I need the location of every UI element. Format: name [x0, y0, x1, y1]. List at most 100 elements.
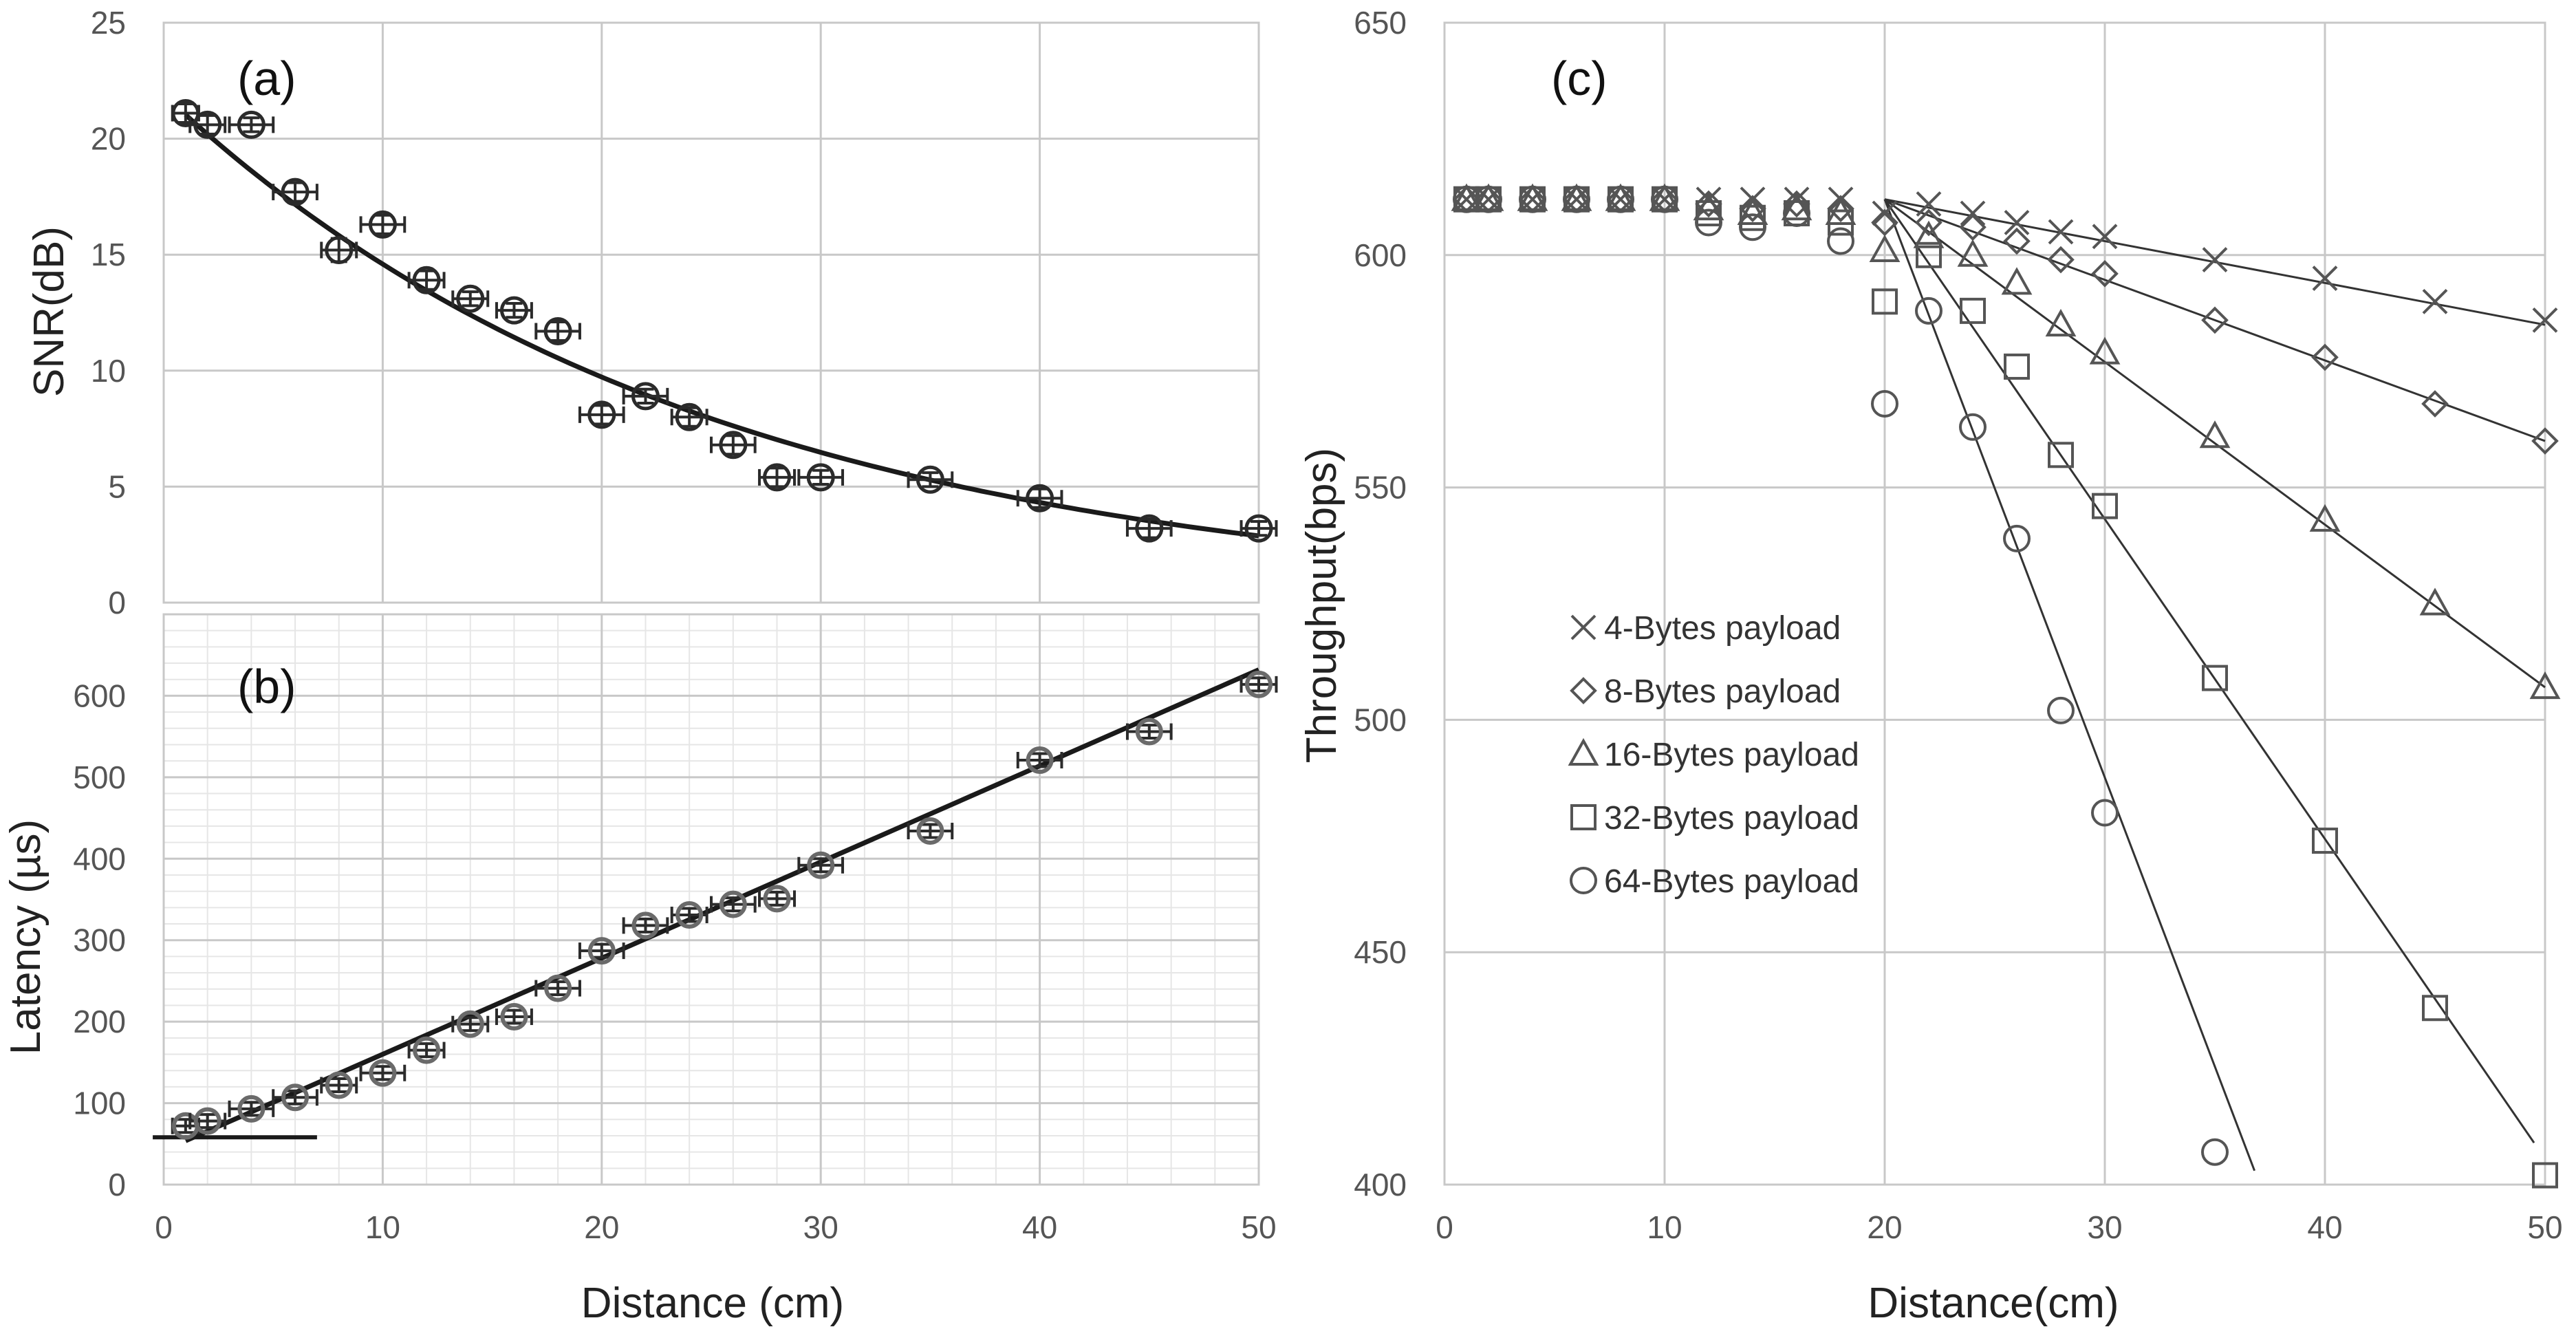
panel-a-frame [162, 21, 1260, 604]
panel-a-errorbar [622, 387, 669, 405]
panel-a-errorbar [907, 471, 954, 488]
panel-c-y-tick-label: 450 [1354, 934, 1407, 970]
panel-c-x-tick-label: 0 [1436, 1209, 1453, 1245]
panel-c-point-square [1696, 199, 1722, 226]
panel-b-y-tick-label: 400 [73, 841, 126, 876]
legend-label-x: 4-Bytes payload [1604, 610, 1841, 647]
panel-c-point-circle [2091, 799, 2119, 827]
panel-c-y-axis-title: Throughput(bps) [1298, 448, 1345, 763]
panel-b-point [544, 974, 572, 1002]
panel-c-point-triangle [1781, 193, 1812, 221]
panel-a-point [1244, 514, 1273, 543]
panel-c-point-x [2092, 224, 2118, 250]
panel-b-point [675, 901, 704, 929]
panel-c-x-tick-label: 40 [2307, 1209, 2342, 1245]
panel-c-fit-line-diamond [1884, 198, 2546, 442]
panel-a-y-tick-label: 20 [91, 121, 126, 157]
panel-c-point-triangle [1737, 197, 1768, 225]
panel-c-point-diamond [2047, 246, 2075, 274]
legend-label-circle: 64-Bytes payload [1604, 863, 1859, 900]
panel-a-point [1026, 484, 1054, 512]
panel-a-point [171, 99, 200, 128]
legend-marker-diamond [1570, 677, 1597, 704]
panel-c-point-square [1828, 209, 1854, 236]
panel-c-y-tick-label: 500 [1354, 702, 1407, 737]
panel-b-y-tick-label: 600 [73, 678, 126, 713]
panel-a-point [193, 110, 222, 139]
panel-a-point [456, 284, 485, 313]
panel-a-point [631, 382, 660, 411]
panel-c-point-square [2312, 828, 2338, 854]
panel-c-point-triangle [2001, 267, 2033, 295]
panel-b-point [916, 817, 944, 845]
panel-c-point-square [1916, 241, 1942, 268]
panel-c-point-square [2532, 1162, 2558, 1189]
panel-a-point [325, 235, 354, 264]
panel-c-point-diamond [1695, 190, 1722, 218]
panel-c-point-circle [1519, 185, 1546, 213]
panel-b-point [456, 1010, 484, 1038]
panel-c-fit-line-square [1883, 198, 2535, 1144]
panel-c-point-triangle [1913, 220, 1945, 248]
panel-c-point-square [2422, 995, 2448, 1022]
panel-b-x-tick-label: 0 [155, 1209, 173, 1245]
panel-b-y-tick-label: 300 [73, 922, 126, 958]
panel-a-errorbar [710, 434, 757, 456]
panel-c-point-x [1916, 191, 1942, 217]
legend-marker-triangle [1568, 737, 1599, 766]
legend-label-square: 32-Bytes payload [1604, 800, 1859, 837]
panel-b-point [325, 1071, 353, 1099]
panel-c-point-triangle [2199, 420, 2231, 449]
panel-c-point-square [1960, 297, 1986, 324]
panel-c-point-triangle [2045, 309, 2077, 337]
panel-c-point-circle [1915, 296, 1942, 325]
panel-c-fit-line-circle [1883, 199, 2256, 1172]
panel-b-point [587, 937, 616, 965]
panel-b-point [1245, 670, 1273, 698]
panel-b-y-tick-label: 0 [108, 1167, 126, 1202]
panel-c-point-circle [1651, 185, 1678, 213]
panel-b-errorbar [797, 856, 845, 874]
panel-a-y-axis-title: SNR(dB) [25, 226, 73, 397]
panel-a-y-tick-label: 5 [108, 468, 126, 504]
panel-c-legend: 4-Bytes payload 8-Bytes payload 16-Bytes p… [1568, 610, 1859, 900]
panel-b-y-axis-title: Latency (µs) [2, 819, 50, 1055]
panel-b-x-tick-label: 20 [584, 1209, 619, 1245]
panel-b-label: (b) [237, 660, 296, 713]
panel-c-point-triangle [2419, 587, 2451, 616]
panel-a-point [916, 465, 944, 494]
panel-c-point-circle [1475, 185, 1502, 213]
panel-c-point-x [2048, 219, 2074, 245]
panel-c-fit-line-x [1884, 198, 2546, 326]
panel-c-point-circle [2003, 524, 2031, 552]
panel-c-frame [1443, 21, 2546, 1186]
panel-c-point-square [1740, 204, 1766, 231]
panel-b-point [763, 885, 791, 913]
panel-c-point-diamond [1915, 208, 1942, 237]
panel-c-point-x [2312, 266, 2338, 291]
panel-b-errorbar [578, 942, 625, 960]
panel-a-point [412, 266, 441, 294]
panel-b-point [500, 1003, 528, 1031]
panel-c-point-diamond [1739, 195, 1766, 223]
panel-c-point-circle [1783, 199, 1810, 227]
panel-a-errorbar [359, 213, 407, 235]
panel-c-point-x [2422, 288, 2448, 314]
panel-b-y-tick-label: 200 [73, 1004, 126, 1039]
panel-c-point-square [2092, 493, 2118, 519]
panel-c-y-tick-label: 550 [1354, 470, 1407, 506]
panel-c-label: (c) [1551, 52, 1608, 105]
panel-a-trendline [184, 113, 1259, 539]
panel-c-point-diamond [2311, 343, 2339, 371]
panel-c-point-triangle [1693, 193, 1724, 221]
panel-a-errorbar [272, 181, 318, 203]
panel-a-errorbar [228, 116, 275, 133]
panel-c-fit-line-triangle [1884, 198, 2546, 689]
panel-b-errorbar [1016, 751, 1063, 768]
panel-b-point [413, 1036, 441, 1064]
panel-c-point-circle [1871, 389, 1898, 418]
panel-c-point-diamond [1959, 213, 1987, 241]
panel-b-x-axis-title: Distance (cm) [581, 1280, 844, 1327]
panel-b-x-tick-label: 10 [365, 1209, 400, 1245]
panel-b-x-tick-label: 40 [1022, 1209, 1057, 1245]
